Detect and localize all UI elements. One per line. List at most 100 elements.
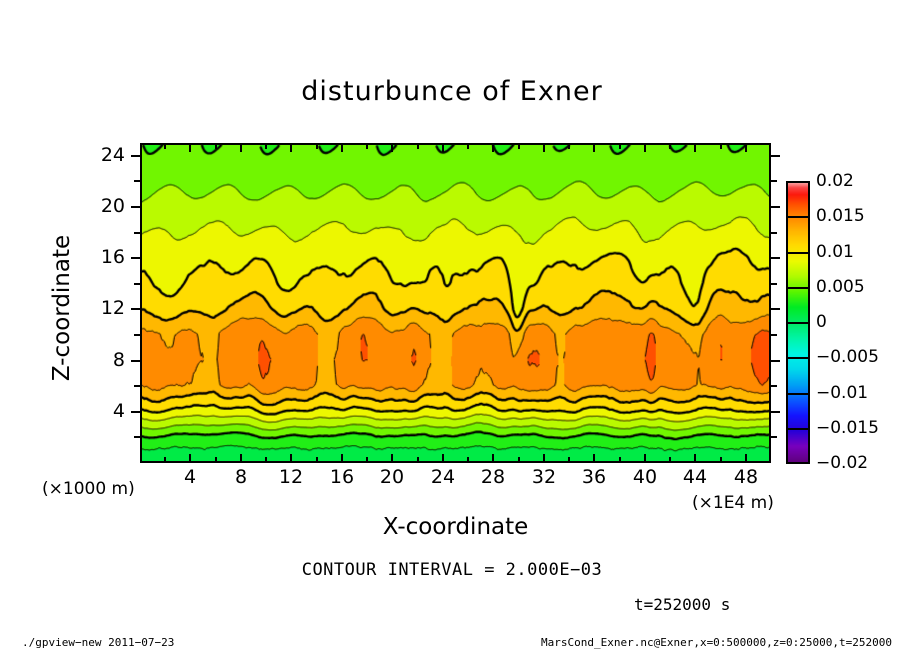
y-tick-minor <box>134 180 140 182</box>
x-tick-label: 4 <box>183 466 197 488</box>
x-tick-minor <box>518 143 520 149</box>
y-tick-minor <box>134 436 140 438</box>
x-tick-minor <box>366 143 368 149</box>
y-tick-major <box>131 257 140 259</box>
y-tick-label: 16 <box>100 246 125 268</box>
x-tick-minor <box>669 143 671 149</box>
footer-command: ./gpview−new 2011−07−23 <box>22 636 175 649</box>
x-tick-minor <box>619 143 621 149</box>
x-tick-minor-bottom <box>417 457 419 463</box>
x-tick-major <box>694 143 696 152</box>
x-tick-minor-bottom <box>669 457 671 463</box>
x-tick-minor <box>316 143 318 149</box>
x-tick-minor-bottom <box>720 457 722 463</box>
y-tick-label: 20 <box>100 195 125 217</box>
x-tick-major-bottom <box>492 454 494 463</box>
colorbar-tick-label: 0.015 <box>816 206 865 226</box>
x-tick-major <box>290 143 292 152</box>
contour-interval-note: CONTOUR INTERVAL = 2.000E−03 <box>301 560 603 580</box>
y-axis-title: Z-coordinate <box>49 234 75 382</box>
x-tick-major-bottom <box>290 454 292 463</box>
x-tick-minor <box>265 143 267 149</box>
x-tick-minor <box>467 143 469 149</box>
y-tick-label: 8 <box>112 349 125 371</box>
colorbar-tick-label: −0.015 <box>816 418 879 438</box>
x-tick-minor-bottom <box>215 457 217 463</box>
x-tick-major <box>492 143 494 152</box>
x-tick-minor-bottom <box>164 457 166 463</box>
x-axis-title: X-coordinate <box>382 514 529 540</box>
colorbar-tick-label: 0.02 <box>816 171 854 191</box>
y-tick-major <box>131 308 140 310</box>
y-tick-minor-right <box>771 385 777 387</box>
colorbar: 0.02 0.015 0.01 0.005 0 −0.005 −0.01 −0.015 −0.0… <box>786 173 879 472</box>
time-annotation: t=252000 s <box>634 595 731 614</box>
x-tick-minor-bottom <box>316 457 318 463</box>
x-tick-major-bottom <box>644 454 646 463</box>
colorbar-separator <box>786 393 810 395</box>
x-tick-label: 32 <box>531 466 557 488</box>
x-tick-major <box>543 143 545 152</box>
x-tick-major-bottom <box>745 454 747 463</box>
x-tick-minor-bottom <box>366 457 368 463</box>
x-axis-unit: (×1E4 m) <box>692 493 774 513</box>
colorbar-separator <box>786 287 810 289</box>
x-tick-minor <box>215 143 217 149</box>
x-tick-major <box>341 143 343 152</box>
x-tick-major <box>644 143 646 152</box>
x-tick-label: 20 <box>379 466 405 488</box>
x-tick-label: 8 <box>234 466 248 488</box>
colorbar-separator <box>786 428 810 430</box>
x-tick-label: 48 <box>733 466 759 488</box>
x-tick-major-bottom <box>240 454 242 463</box>
colorbar-separator <box>786 357 810 359</box>
footer-source: MarsCond_Exner.nc@Exner,x=0:500000,z=0:2… <box>541 636 892 649</box>
colorbar-tick-label: 0 <box>816 312 827 332</box>
y-axis-unit: (×1000 m) <box>42 479 135 499</box>
x-tick-major <box>240 143 242 152</box>
x-tick-major-bottom <box>543 454 545 463</box>
y-tick-minor-right <box>771 180 777 182</box>
colorbar-separator <box>786 216 810 218</box>
x-tick-label: 40 <box>632 466 658 488</box>
x-tick-label: 16 <box>329 466 355 488</box>
y-tick-minor <box>134 283 140 285</box>
y-tick-major-right <box>771 257 780 259</box>
x-tick-label: 44 <box>682 466 708 488</box>
x-tick-major-bottom <box>593 454 595 463</box>
y-tick-minor <box>134 334 140 336</box>
x-tick-label: 24 <box>430 466 456 488</box>
x-tick-minor-bottom <box>619 457 621 463</box>
y-tick-major-right <box>771 411 780 413</box>
colorbar-tick-label: 0.005 <box>816 277 865 297</box>
colorbar-tick-label: −0.005 <box>816 347 879 367</box>
x-tick-major <box>593 143 595 152</box>
colorbar-separator <box>786 322 810 324</box>
x-tick-major-bottom <box>442 454 444 463</box>
y-tick-major <box>131 155 140 157</box>
y-tick-label: 4 <box>112 400 125 422</box>
y-tick-major-right <box>771 308 780 310</box>
y-tick-minor-right <box>771 232 777 234</box>
x-tick-major-bottom <box>341 454 343 463</box>
x-tick-minor-bottom <box>568 457 570 463</box>
y-tick-major-right <box>771 155 780 157</box>
colorbar-tick-label: 0.01 <box>816 242 854 262</box>
x-tick-minor-bottom <box>467 457 469 463</box>
x-tick-major <box>442 143 444 152</box>
x-tick-major-bottom <box>694 454 696 463</box>
x-tick-label: 36 <box>581 466 607 488</box>
y-tick-minor-right <box>771 436 777 438</box>
x-tick-major <box>189 143 191 152</box>
y-tick-minor <box>134 232 140 234</box>
colorbar-separator <box>786 252 810 254</box>
x-tick-major <box>745 143 747 152</box>
x-tick-label: 12 <box>278 466 304 488</box>
y-tick-major <box>131 206 140 208</box>
y-tick-minor-right <box>771 334 777 336</box>
colorbar-tick-label: −0.01 <box>816 383 869 403</box>
y-tick-minor <box>134 385 140 387</box>
x-tick-minor <box>720 143 722 149</box>
x-tick-minor <box>568 143 570 149</box>
